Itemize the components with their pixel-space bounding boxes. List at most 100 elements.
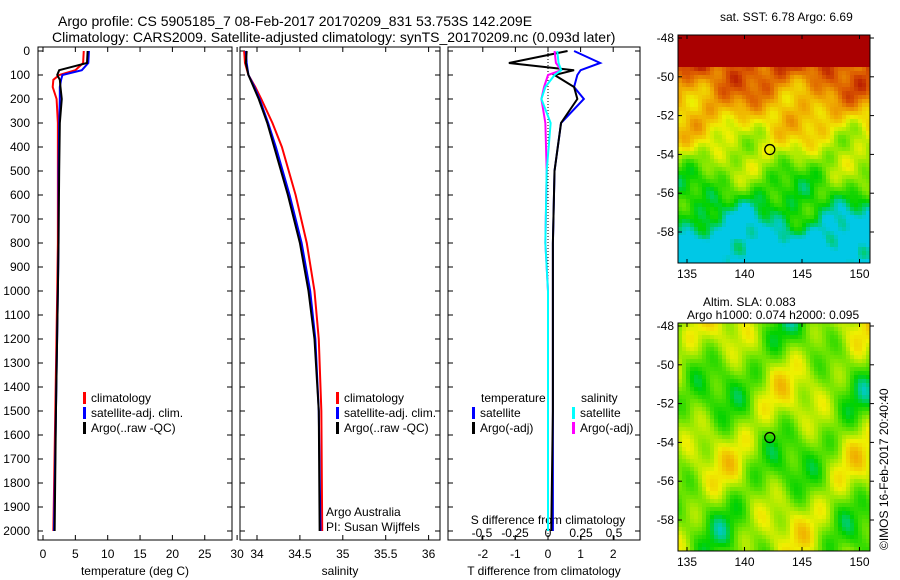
map-cell <box>850 323 855 328</box>
map-cell <box>790 139 795 144</box>
map-cell <box>822 171 827 176</box>
map-cell <box>682 183 687 188</box>
map-cell <box>826 107 831 112</box>
map-cell <box>814 199 819 204</box>
map-cell <box>826 239 831 244</box>
map-cell <box>742 483 747 488</box>
map-cell <box>678 143 683 148</box>
y-tick-label: 400 <box>10 140 30 154</box>
map-cell <box>834 247 839 252</box>
map-cell <box>738 375 743 380</box>
map-cell <box>698 251 703 256</box>
map-cell <box>678 419 683 424</box>
map-cell <box>694 159 699 164</box>
map-cell <box>726 243 731 248</box>
map-cell <box>726 235 731 240</box>
map-cell <box>706 83 711 88</box>
map-cell <box>714 159 719 164</box>
map-cell <box>730 91 735 96</box>
map-cell <box>806 35 811 40</box>
map-cell <box>726 111 731 116</box>
map-cell <box>738 435 743 440</box>
map-cell <box>734 155 739 160</box>
map-cell <box>746 259 751 264</box>
map-cell <box>822 363 827 368</box>
map-cell <box>754 367 759 372</box>
map-cell <box>830 419 835 424</box>
map-cell <box>798 115 803 120</box>
map-cell <box>730 455 735 460</box>
map-cell <box>782 107 787 112</box>
map-cell <box>850 407 855 412</box>
map-cell <box>734 199 739 204</box>
map-cell <box>826 43 831 48</box>
map-cell <box>742 395 747 400</box>
map-cell <box>746 207 751 212</box>
map-cell <box>786 151 791 156</box>
map-cell <box>830 379 835 384</box>
map-cell <box>694 119 699 124</box>
map-cell <box>838 459 843 464</box>
map-cell <box>690 39 695 44</box>
map-cell <box>830 455 835 460</box>
map-cell <box>842 379 847 384</box>
map-cell <box>730 359 735 364</box>
map-cell <box>722 395 727 400</box>
map-cell <box>750 399 755 404</box>
map-cell <box>850 51 855 56</box>
map-cell <box>702 407 707 412</box>
map-cell <box>746 443 751 448</box>
map-cell <box>806 71 811 76</box>
map-cell <box>690 167 695 172</box>
map-cell <box>722 239 727 244</box>
map-cell <box>846 371 851 376</box>
map-cell <box>790 183 795 188</box>
map-cell <box>822 239 827 244</box>
map-cell <box>730 411 735 416</box>
map-cell <box>794 71 799 76</box>
map-cell <box>814 467 819 472</box>
map-cell <box>858 211 863 216</box>
map-cell <box>806 251 811 256</box>
map-cell <box>730 415 735 420</box>
map-cell <box>786 131 791 136</box>
map-cell <box>738 411 743 416</box>
map-cell <box>678 211 683 216</box>
map-cell <box>866 471 871 476</box>
map-cell <box>862 147 867 152</box>
map-cell <box>834 435 839 440</box>
map-cell <box>802 151 807 156</box>
map-cell <box>846 471 851 476</box>
map-cell <box>810 55 815 60</box>
map-cell <box>830 251 835 256</box>
map-cell <box>782 483 787 488</box>
map-cell <box>838 395 843 400</box>
map-cell <box>722 383 727 388</box>
map-cell <box>742 407 747 412</box>
map-cell <box>798 99 803 104</box>
map-cell <box>830 63 835 68</box>
map-cell <box>714 395 719 400</box>
map-cell <box>738 391 743 396</box>
map-cell <box>846 359 851 364</box>
map-cell <box>862 51 867 56</box>
map-cell <box>854 135 859 140</box>
map-cell <box>730 347 735 352</box>
map-cell <box>802 391 807 396</box>
map-cell <box>690 107 695 112</box>
map-cell <box>686 147 691 152</box>
map-cell <box>690 171 695 176</box>
map-cell <box>682 123 687 128</box>
map-cell <box>862 375 867 380</box>
map-cell <box>690 391 695 396</box>
map-cell <box>814 427 819 432</box>
map-cell <box>858 75 863 80</box>
map-cell <box>734 331 739 336</box>
map-cell <box>758 163 763 168</box>
map-cell <box>830 35 835 40</box>
map-cell <box>770 115 775 120</box>
map-cell <box>774 59 779 64</box>
map-cell <box>810 423 815 428</box>
map-cell <box>822 95 827 100</box>
map-cell <box>838 163 843 168</box>
